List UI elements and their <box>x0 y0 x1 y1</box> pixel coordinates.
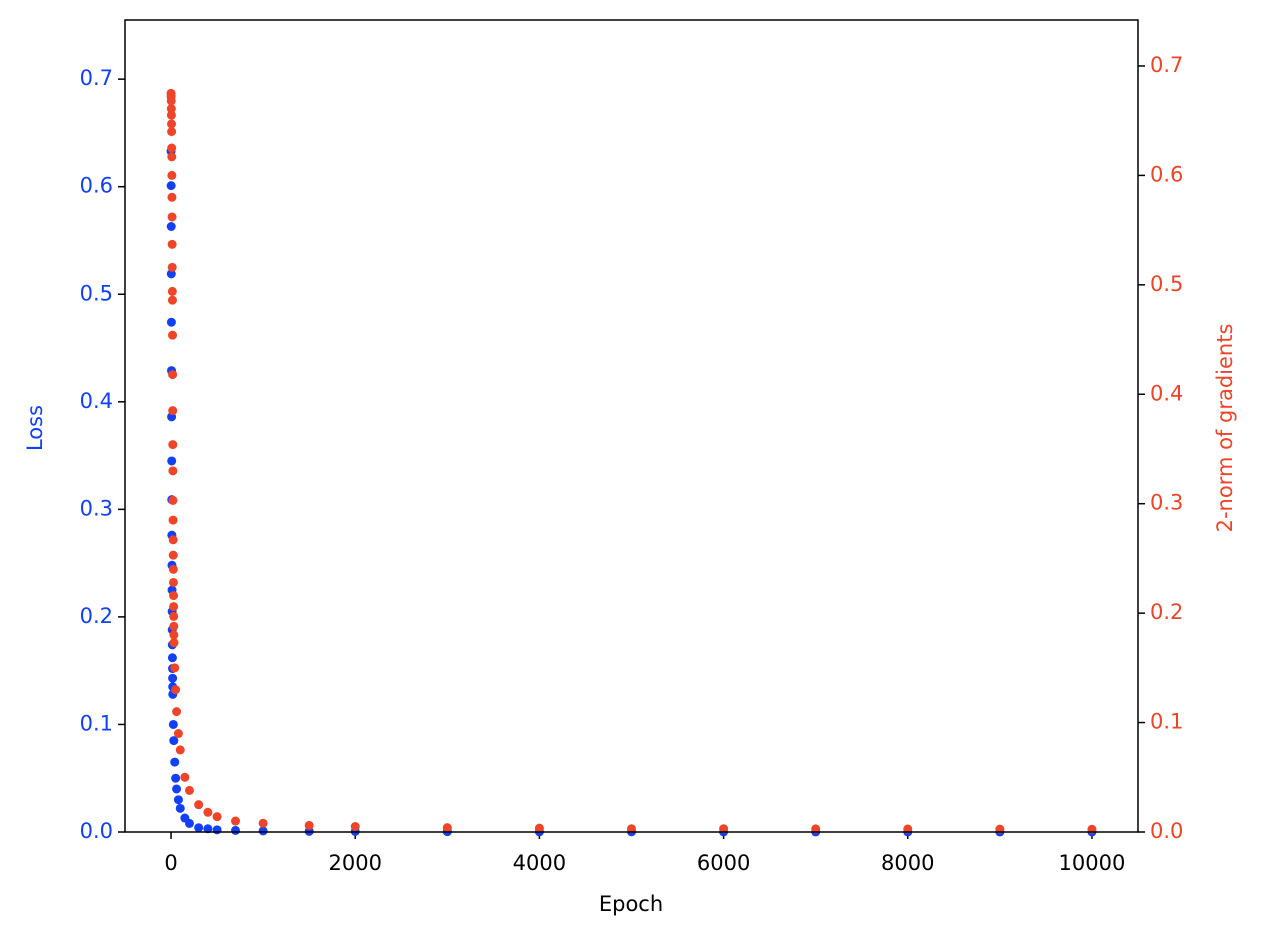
y-tick-label: 0.1 <box>80 711 113 735</box>
x-tick-label: 0 <box>164 851 177 875</box>
point <box>172 707 182 717</box>
point <box>170 663 180 673</box>
y-tick-label: 0.7 <box>80 66 113 90</box>
point <box>627 824 636 834</box>
point <box>167 286 177 296</box>
point <box>169 621 179 631</box>
point <box>203 807 213 817</box>
point <box>168 550 178 560</box>
y-tick-label: 0.0 <box>80 819 113 843</box>
x-axis-label: Epoch <box>599 892 663 916</box>
point <box>167 143 177 153</box>
point <box>184 785 194 795</box>
point <box>184 818 194 828</box>
point <box>203 824 213 834</box>
point <box>166 317 176 327</box>
point <box>258 818 268 828</box>
point <box>167 170 177 180</box>
point <box>169 611 179 621</box>
point <box>170 757 180 767</box>
point <box>166 96 176 106</box>
point <box>304 820 314 830</box>
point <box>231 816 241 826</box>
point <box>167 212 177 222</box>
y2-tick-label: 0.1 <box>1150 710 1183 734</box>
point <box>169 602 179 612</box>
point <box>167 653 177 663</box>
x-tick-label: 8000 <box>881 851 934 875</box>
y-tick-label: 0.6 <box>80 174 113 198</box>
point <box>811 824 821 834</box>
point <box>168 564 178 574</box>
y2-axis-label: 2-norm of gradients <box>1213 324 1237 533</box>
y2-tick-label: 0.2 <box>1150 600 1183 624</box>
point <box>169 736 179 746</box>
x-tick-label: 2000 <box>329 851 382 875</box>
y-tick-label: 0.2 <box>80 604 113 628</box>
point <box>168 495 178 505</box>
point <box>166 110 176 120</box>
point <box>172 784 182 794</box>
point <box>175 803 185 813</box>
point <box>212 812 222 822</box>
point <box>167 295 177 305</box>
point <box>168 535 178 545</box>
point <box>168 330 178 340</box>
plot-frame <box>124 19 1139 833</box>
point <box>167 119 177 129</box>
y2-tick-label: 0.3 <box>1150 491 1183 515</box>
point <box>212 825 222 835</box>
point <box>171 773 181 783</box>
point <box>166 181 176 191</box>
x-tick-label: 10000 <box>1059 851 1126 875</box>
y2-tick-label: 0.7 <box>1150 53 1183 77</box>
point <box>166 104 176 114</box>
point <box>169 591 179 601</box>
y2-tick-label: 0.0 <box>1150 819 1183 843</box>
point <box>171 685 181 695</box>
point <box>173 795 183 805</box>
point <box>169 638 179 648</box>
point <box>167 456 177 466</box>
y-tick-label: 0.4 <box>80 389 113 413</box>
point <box>258 826 268 836</box>
point <box>168 440 178 450</box>
point <box>168 370 178 380</box>
point <box>194 823 204 833</box>
point <box>167 262 177 272</box>
point <box>350 822 360 832</box>
point <box>231 825 241 835</box>
x-tick-label: 4000 <box>513 851 566 875</box>
point <box>175 745 185 755</box>
y-axis-label: Loss <box>23 405 47 451</box>
point <box>194 800 204 810</box>
point <box>167 192 177 202</box>
y-tick-label: 0.5 <box>80 281 113 305</box>
point <box>168 673 178 683</box>
point <box>534 823 544 833</box>
point <box>167 127 177 137</box>
point <box>168 515 178 525</box>
y2-tick-label: 0.5 <box>1150 272 1183 296</box>
point <box>168 577 178 587</box>
y2-tick-label: 0.4 <box>1150 381 1183 405</box>
point <box>167 152 177 162</box>
point <box>167 239 177 249</box>
point <box>168 719 178 729</box>
point <box>168 406 178 416</box>
point <box>719 824 729 834</box>
point <box>442 823 452 833</box>
point <box>168 466 178 476</box>
point <box>169 630 179 640</box>
y2-tick-label: 0.6 <box>1150 162 1183 186</box>
x-tick-label: 6000 <box>697 851 750 875</box>
point <box>180 772 190 782</box>
point <box>173 729 183 739</box>
y-tick-label: 0.3 <box>80 496 113 520</box>
point <box>166 221 176 231</box>
